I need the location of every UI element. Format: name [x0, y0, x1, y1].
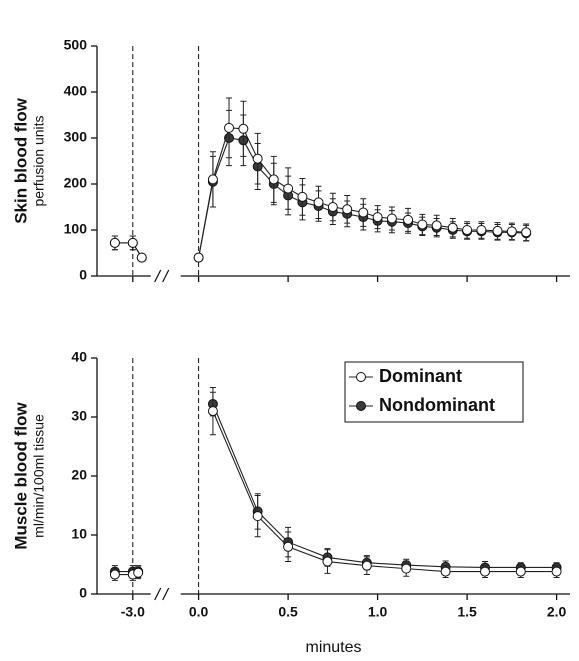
data-point — [283, 541, 294, 552]
data-point — [476, 225, 487, 235]
data-point — [109, 569, 120, 580]
data-point — [322, 556, 333, 567]
data-point — [252, 511, 263, 522]
y-tick-label: 100 — [64, 221, 88, 237]
x-tick-label: 2.0 — [547, 604, 567, 620]
data-point — [521, 227, 532, 238]
y-tick-label: 30 — [71, 408, 87, 424]
y-tick-label: 500 — [64, 37, 88, 53]
data-point — [358, 207, 369, 218]
data-point — [492, 225, 503, 236]
legend-marker — [356, 401, 366, 411]
y-tick-label: 200 — [64, 175, 88, 191]
data-point — [313, 197, 324, 208]
legend-label: Dominant — [379, 366, 462, 386]
data-point — [417, 219, 428, 230]
data-point — [447, 222, 458, 233]
series-line — [212, 410, 557, 573]
data-point — [327, 202, 338, 212]
data-point — [207, 406, 218, 417]
legend-box — [344, 361, 524, 423]
data-point — [342, 204, 353, 215]
data-point — [283, 183, 294, 194]
data-point — [207, 174, 218, 185]
x-tick-label: 1.5 — [457, 604, 477, 620]
x-axis-label: minutes — [305, 639, 361, 656]
data-point — [401, 563, 412, 574]
y-tick-label: 0 — [79, 267, 87, 283]
data-point — [506, 226, 517, 237]
data-point — [193, 252, 204, 263]
x-tick-label: 0.5 — [278, 604, 298, 620]
y-tick-label: 10 — [71, 526, 87, 542]
x-tick-label: 1.0 — [368, 604, 388, 620]
legend-marker — [356, 372, 366, 382]
legend-label: Nondominant — [379, 395, 495, 415]
y-axis-label: Muscle blood flow — [11, 402, 30, 550]
data-point — [127, 237, 138, 248]
legend: Dominant Nondominant — [344, 361, 524, 423]
data-point — [238, 123, 249, 134]
data-point — [224, 122, 235, 133]
y-tick-label: 20 — [71, 467, 87, 483]
data-point — [268, 174, 279, 185]
y-tick-label: 0 — [79, 585, 87, 601]
y-axis-sublabel: perfusion units — [31, 115, 47, 206]
data-point — [515, 566, 526, 577]
x-tick-label: -3.0 — [121, 604, 145, 620]
data-point — [551, 566, 562, 577]
data-point — [480, 566, 490, 577]
y-axis-label: Skin blood flow — [11, 97, 30, 223]
y-tick-label: 300 — [64, 129, 88, 145]
data-point — [133, 567, 144, 578]
data-point — [372, 212, 383, 223]
series-line — [198, 137, 527, 258]
data-point — [462, 225, 473, 235]
data-point — [403, 214, 414, 225]
series-line — [212, 403, 557, 568]
data-point — [297, 191, 308, 202]
y-tick-label: 400 — [64, 83, 88, 99]
data-point — [431, 220, 442, 231]
axis-break — [154, 269, 170, 283]
data-point — [361, 560, 372, 571]
x-tick-label: 0.0 — [189, 604, 209, 620]
data-point — [136, 252, 147, 263]
y-tick-label: 40 — [71, 349, 87, 365]
data-point — [252, 153, 263, 164]
data-point — [440, 566, 451, 577]
y-axis-sublabel: ml/min/100ml tissue — [31, 414, 47, 538]
data-point — [386, 213, 397, 224]
axis-break — [154, 587, 170, 601]
data-point — [109, 237, 120, 248]
